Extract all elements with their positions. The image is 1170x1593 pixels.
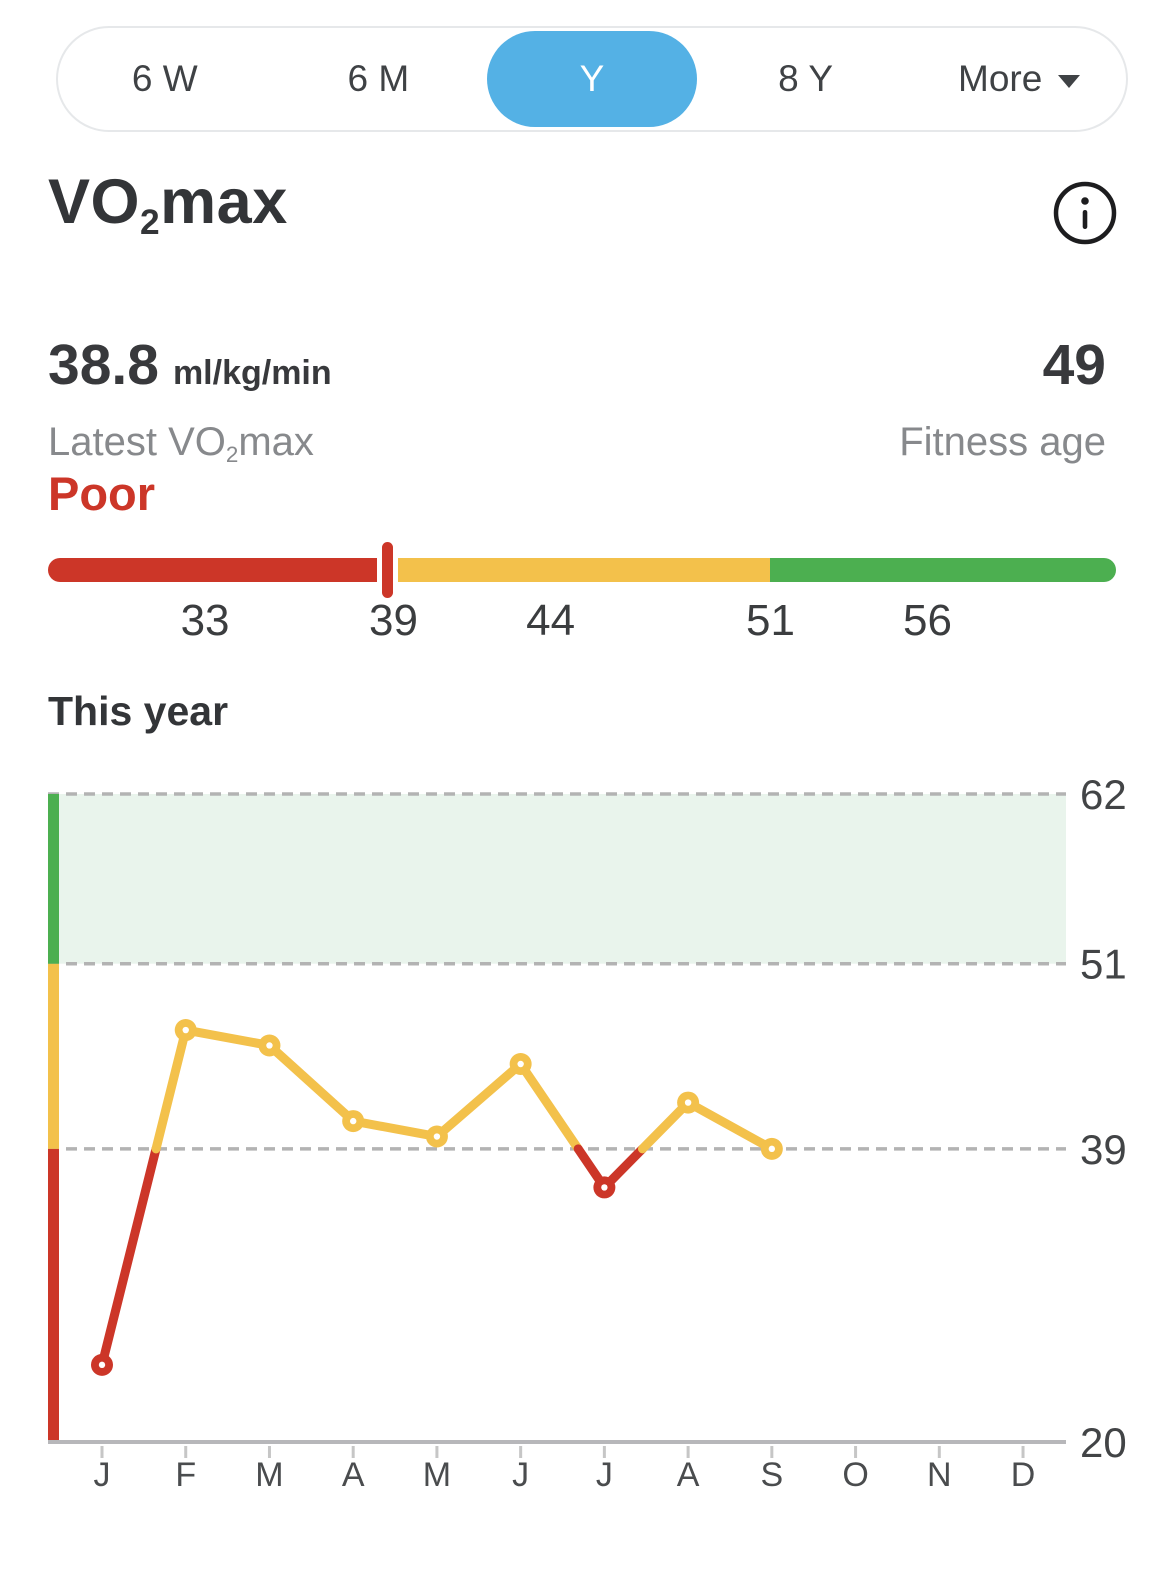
data-point-center (684, 1099, 692, 1106)
gauge-tick-label: 51 (745, 596, 795, 645)
data-point-center (433, 1133, 441, 1140)
data-point-center (768, 1145, 776, 1153)
data-point-center (349, 1117, 357, 1125)
good-zone-band (59, 794, 1066, 964)
time-range-more[interactable]: More (914, 31, 1124, 127)
month-label: N (927, 1456, 952, 1494)
time-range-label: More (958, 58, 1043, 99)
zone-bar-poor (48, 1148, 59, 1442)
title-text: VO (48, 167, 141, 237)
gauge-marker (381, 542, 393, 598)
latest-vo2max-value: 38.8 (48, 333, 159, 397)
gauge-zone-good (770, 558, 1116, 582)
zone-bar-good (48, 794, 59, 964)
fitness-age-label: Fitness age (899, 420, 1106, 464)
time-range-6w[interactable]: 6 W (60, 31, 270, 127)
line-segment (516, 1059, 583, 1154)
line-segment (181, 1025, 274, 1050)
title-subscript: 2 (140, 202, 161, 242)
data-point-center (182, 1026, 189, 1034)
data-point-center (98, 1361, 106, 1369)
title-text-rest: max (160, 167, 288, 237)
month-label: S (760, 1456, 783, 1494)
time-range-label: 6 W (131, 58, 198, 99)
gauge-zone-poor (48, 558, 388, 582)
fitness-gauge-bar (48, 558, 1116, 582)
gauge-zone-fair (387, 558, 771, 582)
month-label: F (175, 1456, 196, 1494)
gauge-tick-label: 33 (180, 596, 230, 645)
line-segment (348, 1116, 442, 1142)
month-label: J (512, 1456, 529, 1494)
time-range-8y[interactable]: 8 Y (701, 31, 911, 127)
latest-vo2max-label: Latest VO2max (48, 420, 314, 467)
y-tick-label: 51 (1080, 941, 1127, 988)
month-label: J (94, 1456, 111, 1494)
vo2max-chart[interactable]: J F M A M J J A S O N D 62 51 39 20 (0, 770, 1170, 1530)
month-label: A (677, 1456, 700, 1494)
y-tick-label: 20 (1080, 1419, 1127, 1466)
line-segment (432, 1059, 526, 1142)
latest-vo2max-unit: ml/kg/min (172, 354, 332, 392)
month-label: A (342, 1456, 365, 1494)
latest-vo2max-stat: 38.8 ml/kg/min Latest VO2max (48, 332, 332, 467)
info-button[interactable] (1052, 180, 1118, 246)
time-range-6m[interactable]: 6 M (274, 31, 484, 127)
line-segment (264, 1040, 358, 1126)
time-range-y[interactable]: Y (487, 31, 697, 127)
zone-bar-fair (48, 963, 59, 1149)
line-segment (683, 1098, 777, 1154)
month-label: M (255, 1456, 283, 1494)
time-range-label: 6 M (347, 58, 410, 99)
data-point-center (266, 1042, 273, 1049)
page-title: VO2max (48, 166, 288, 242)
y-tick-label: 39 (1080, 1126, 1127, 1173)
gauge-scale-labels: 33 39 44 51 56 (48, 596, 1116, 650)
time-range-selector: 6 W 6 M Y 8 Y More (56, 26, 1128, 132)
data-point-center (601, 1184, 608, 1191)
gauge-tick-label: 44 (526, 596, 576, 645)
month-label: J (596, 1456, 613, 1494)
fitness-age-value: 49 (1042, 333, 1106, 397)
gauge-tick-label: 39 (369, 596, 418, 645)
gauge-tick-label: 56 (903, 596, 952, 645)
caret-down-icon (1058, 75, 1081, 88)
line-segment (97, 1144, 161, 1370)
fitness-age-stat: 49 Fitness age (899, 332, 1106, 465)
month-label: D (1011, 1456, 1036, 1494)
month-label: O (842, 1456, 868, 1494)
time-range-label: Y (579, 58, 605, 99)
month-label: M (423, 1456, 451, 1494)
line-segment (151, 1025, 191, 1154)
info-icon (1053, 181, 1117, 245)
data-point-center (517, 1060, 524, 1068)
time-range-label: 8 Y (778, 58, 834, 99)
chart-section-title: This year (48, 688, 229, 734)
y-tick-label: 62 (1080, 771, 1127, 818)
latest-vo2max-line: 38.8 ml/kg/min (48, 332, 332, 398)
classification-label: Poor (48, 467, 156, 520)
